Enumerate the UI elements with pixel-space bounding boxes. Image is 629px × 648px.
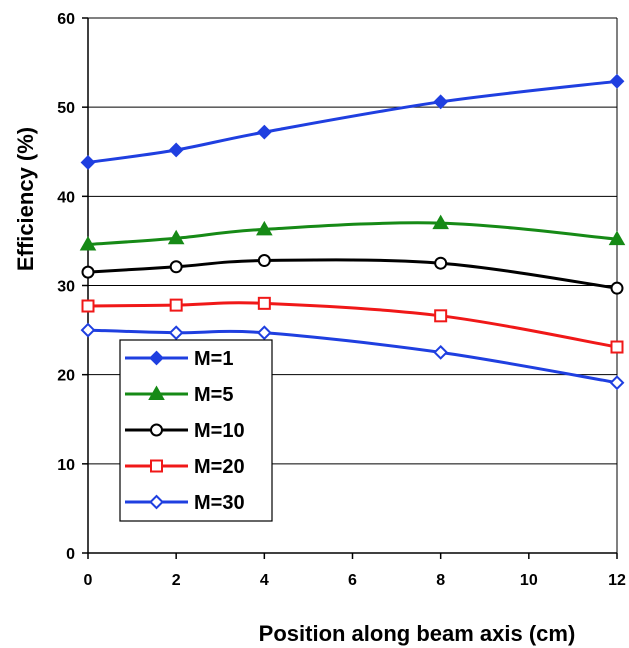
data-point (150, 423, 163, 437)
x-tick-label: 6 (348, 572, 357, 589)
series-line (87, 221, 618, 246)
data-point (168, 325, 184, 341)
y-tick-label: 20 (57, 368, 75, 385)
series-m-30 (80, 322, 625, 391)
data-point (256, 325, 272, 341)
series-m-20 (81, 296, 624, 354)
series-line (87, 258, 618, 290)
data-point (256, 124, 272, 140)
legend: M=1 M=5 M=10 M=20 M=30 (119, 339, 273, 522)
data-point (149, 350, 164, 366)
y-tick-label: 0 (66, 546, 75, 563)
legend-label: M=10 (194, 420, 245, 442)
series-layer (79, 73, 626, 391)
data-point (257, 254, 271, 268)
data-point (150, 459, 163, 473)
series-line (87, 328, 618, 385)
data-point (433, 94, 449, 110)
series-m-10 (81, 254, 624, 295)
data-point (432, 214, 449, 230)
x-tick-label: 12 (608, 572, 626, 589)
x-tick-label: 10 (520, 572, 538, 589)
data-point (610, 281, 624, 295)
data-point (168, 142, 184, 158)
x-axis-ticks: 0 2 4 6 8 10 12 (84, 553, 626, 589)
series-line (87, 79, 618, 164)
data-point (434, 256, 448, 270)
data-point (149, 494, 164, 510)
y-tick-label: 40 (57, 189, 75, 206)
legend-item: M=30 (125, 492, 245, 514)
x-tick-label: 8 (436, 572, 445, 589)
data-point (81, 265, 95, 279)
data-point (608, 230, 626, 246)
data-point (256, 220, 273, 236)
y-tick-label: 30 (57, 279, 75, 296)
y-axis-ticks: 0 10 20 30 40 50 60 (57, 11, 88, 563)
legend-item: M=5 (125, 384, 233, 406)
legend-label: M=5 (194, 384, 233, 406)
y-axis-title: Efficiency (%) (13, 127, 38, 271)
data-point (169, 260, 183, 274)
series-m-1 (80, 73, 625, 170)
data-point (609, 375, 625, 391)
data-point (79, 235, 97, 251)
legend-label: M=20 (194, 456, 245, 478)
data-point (610, 340, 624, 354)
data-point (80, 155, 96, 170)
data-point (81, 299, 95, 313)
data-point (609, 73, 625, 89)
legend-item: M=1 (125, 348, 233, 370)
x-tick-label: 0 (84, 572, 93, 589)
data-point (169, 298, 183, 312)
data-point (434, 309, 448, 323)
data-point (257, 296, 271, 310)
legend-item: M=10 (125, 420, 245, 442)
data-point (80, 322, 96, 338)
y-tick-label: 50 (57, 100, 75, 117)
legend-label: M=1 (194, 348, 233, 370)
data-point (167, 229, 185, 245)
series-m-5 (79, 214, 626, 251)
y-tick-label: 60 (57, 11, 75, 28)
data-point (148, 385, 165, 400)
x-tick-label: 2 (172, 572, 181, 589)
x-tick-label: 4 (260, 572, 269, 589)
data-point (433, 344, 449, 360)
y-tick-label: 10 (57, 457, 75, 474)
x-axis-title: Position along beam axis (cm) (259, 621, 576, 646)
legend-label: M=30 (194, 492, 245, 514)
legend-item: M=20 (125, 456, 245, 478)
series-line (87, 301, 618, 349)
